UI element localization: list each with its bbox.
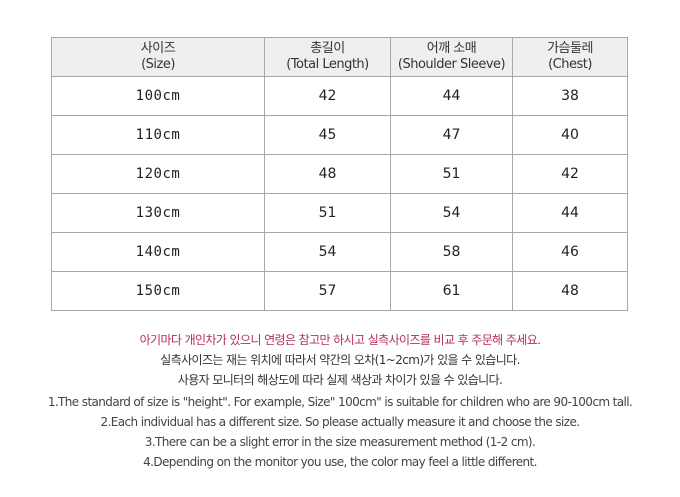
cell-chest: 42 bbox=[512, 154, 628, 194]
cell-chest: 44 bbox=[512, 193, 628, 233]
cell-size: 140cm bbox=[51, 232, 265, 272]
note-en-2: 2.Each individual has a different size. … bbox=[100, 415, 581, 429]
cell-chest: 46 bbox=[512, 232, 628, 272]
note-ko-2: 실측사이즈는 재는 위치에 따라서 약간의 오차(1~2cm)가 있을 수 있습… bbox=[160, 353, 520, 367]
header-shoulder-sleeve: 어깨 소매 (Shoulder Sleeve) bbox=[390, 37, 513, 77]
table-row: 130cm 51 54 44 bbox=[51, 193, 628, 233]
note-en-1: 1.The standard of size is "height". For … bbox=[47, 395, 633, 409]
cell-total-length: 48 bbox=[264, 154, 391, 194]
cell-chest: 48 bbox=[512, 271, 628, 311]
cell-chest: 38 bbox=[512, 76, 628, 116]
header-ko: 가슴둘레 bbox=[547, 41, 593, 56]
table-header-row: 사이즈 (Size) 총길이 (Total Length) 어깨 소매 (Should… bbox=[51, 37, 628, 77]
cell-size: 120cm bbox=[51, 154, 265, 194]
cell-total-length: 45 bbox=[264, 115, 391, 155]
cell-size: 100cm bbox=[51, 76, 265, 116]
cell-size: 110cm bbox=[51, 115, 265, 155]
cell-size: 130cm bbox=[51, 193, 265, 233]
table-row: 110cm 45 47 40 bbox=[51, 115, 628, 155]
cell-shoulder-sleeve: 61 bbox=[390, 271, 513, 311]
table-row: 140cm 54 58 46 bbox=[51, 232, 628, 272]
cell-chest: 40 bbox=[512, 115, 628, 155]
cell-shoulder-sleeve: 44 bbox=[390, 76, 513, 116]
korean-notes: 아기마다 개인차가 있으니 연령은 참고만 하시고 실측사이즈를 비교 후 주문… bbox=[0, 330, 680, 390]
note-en-4: 4.Depending on the monitor you use, the … bbox=[143, 455, 537, 469]
table-row: 120cm 48 51 42 bbox=[51, 154, 628, 194]
cell-total-length: 54 bbox=[264, 232, 391, 272]
table-row: 150cm 57 61 48 bbox=[51, 271, 628, 311]
header-chest: 가슴둘레 (Chest) bbox=[512, 37, 628, 77]
header-en: (Shoulder Sleeve) bbox=[397, 57, 506, 72]
note-en-3: 3.There can be a slight error in the siz… bbox=[144, 435, 536, 449]
header-ko: 총길이 bbox=[310, 41, 345, 56]
cell-total-length: 57 bbox=[264, 271, 391, 311]
header-en: (Size) bbox=[141, 57, 175, 72]
cell-total-length: 51 bbox=[264, 193, 391, 233]
cell-shoulder-sleeve: 54 bbox=[390, 193, 513, 233]
cell-shoulder-sleeve: 51 bbox=[390, 154, 513, 194]
header-ko: 사이즈 bbox=[140, 41, 176, 56]
english-notes: 1.The standard of size is "height". For … bbox=[0, 392, 680, 472]
cell-shoulder-sleeve: 58 bbox=[390, 232, 513, 272]
table-row: 100cm 42 44 38 bbox=[51, 76, 628, 116]
cell-shoulder-sleeve: 47 bbox=[390, 115, 513, 155]
header-ko: 어깨 소매 bbox=[426, 41, 477, 56]
size-chart-table: 사이즈 (Size) 총길이 (Total Length) 어깨 소매 (Should… bbox=[51, 37, 628, 311]
header-en: (Total Length) bbox=[286, 57, 369, 72]
header-en: (Chest) bbox=[548, 57, 592, 72]
header-size: 사이즈 (Size) bbox=[51, 37, 265, 77]
note-ko-1: 아기마다 개인차가 있으니 연령은 참고만 하시고 실측사이즈를 비교 후 주문… bbox=[139, 333, 541, 347]
note-ko-3: 사용자 모니터의 해상도에 따라 실제 색상과 차이가 있을 수 있습니다. bbox=[177, 373, 503, 387]
cell-size: 150cm bbox=[51, 271, 265, 311]
header-total-length: 총길이 (Total Length) bbox=[264, 37, 391, 77]
cell-total-length: 42 bbox=[264, 76, 391, 116]
